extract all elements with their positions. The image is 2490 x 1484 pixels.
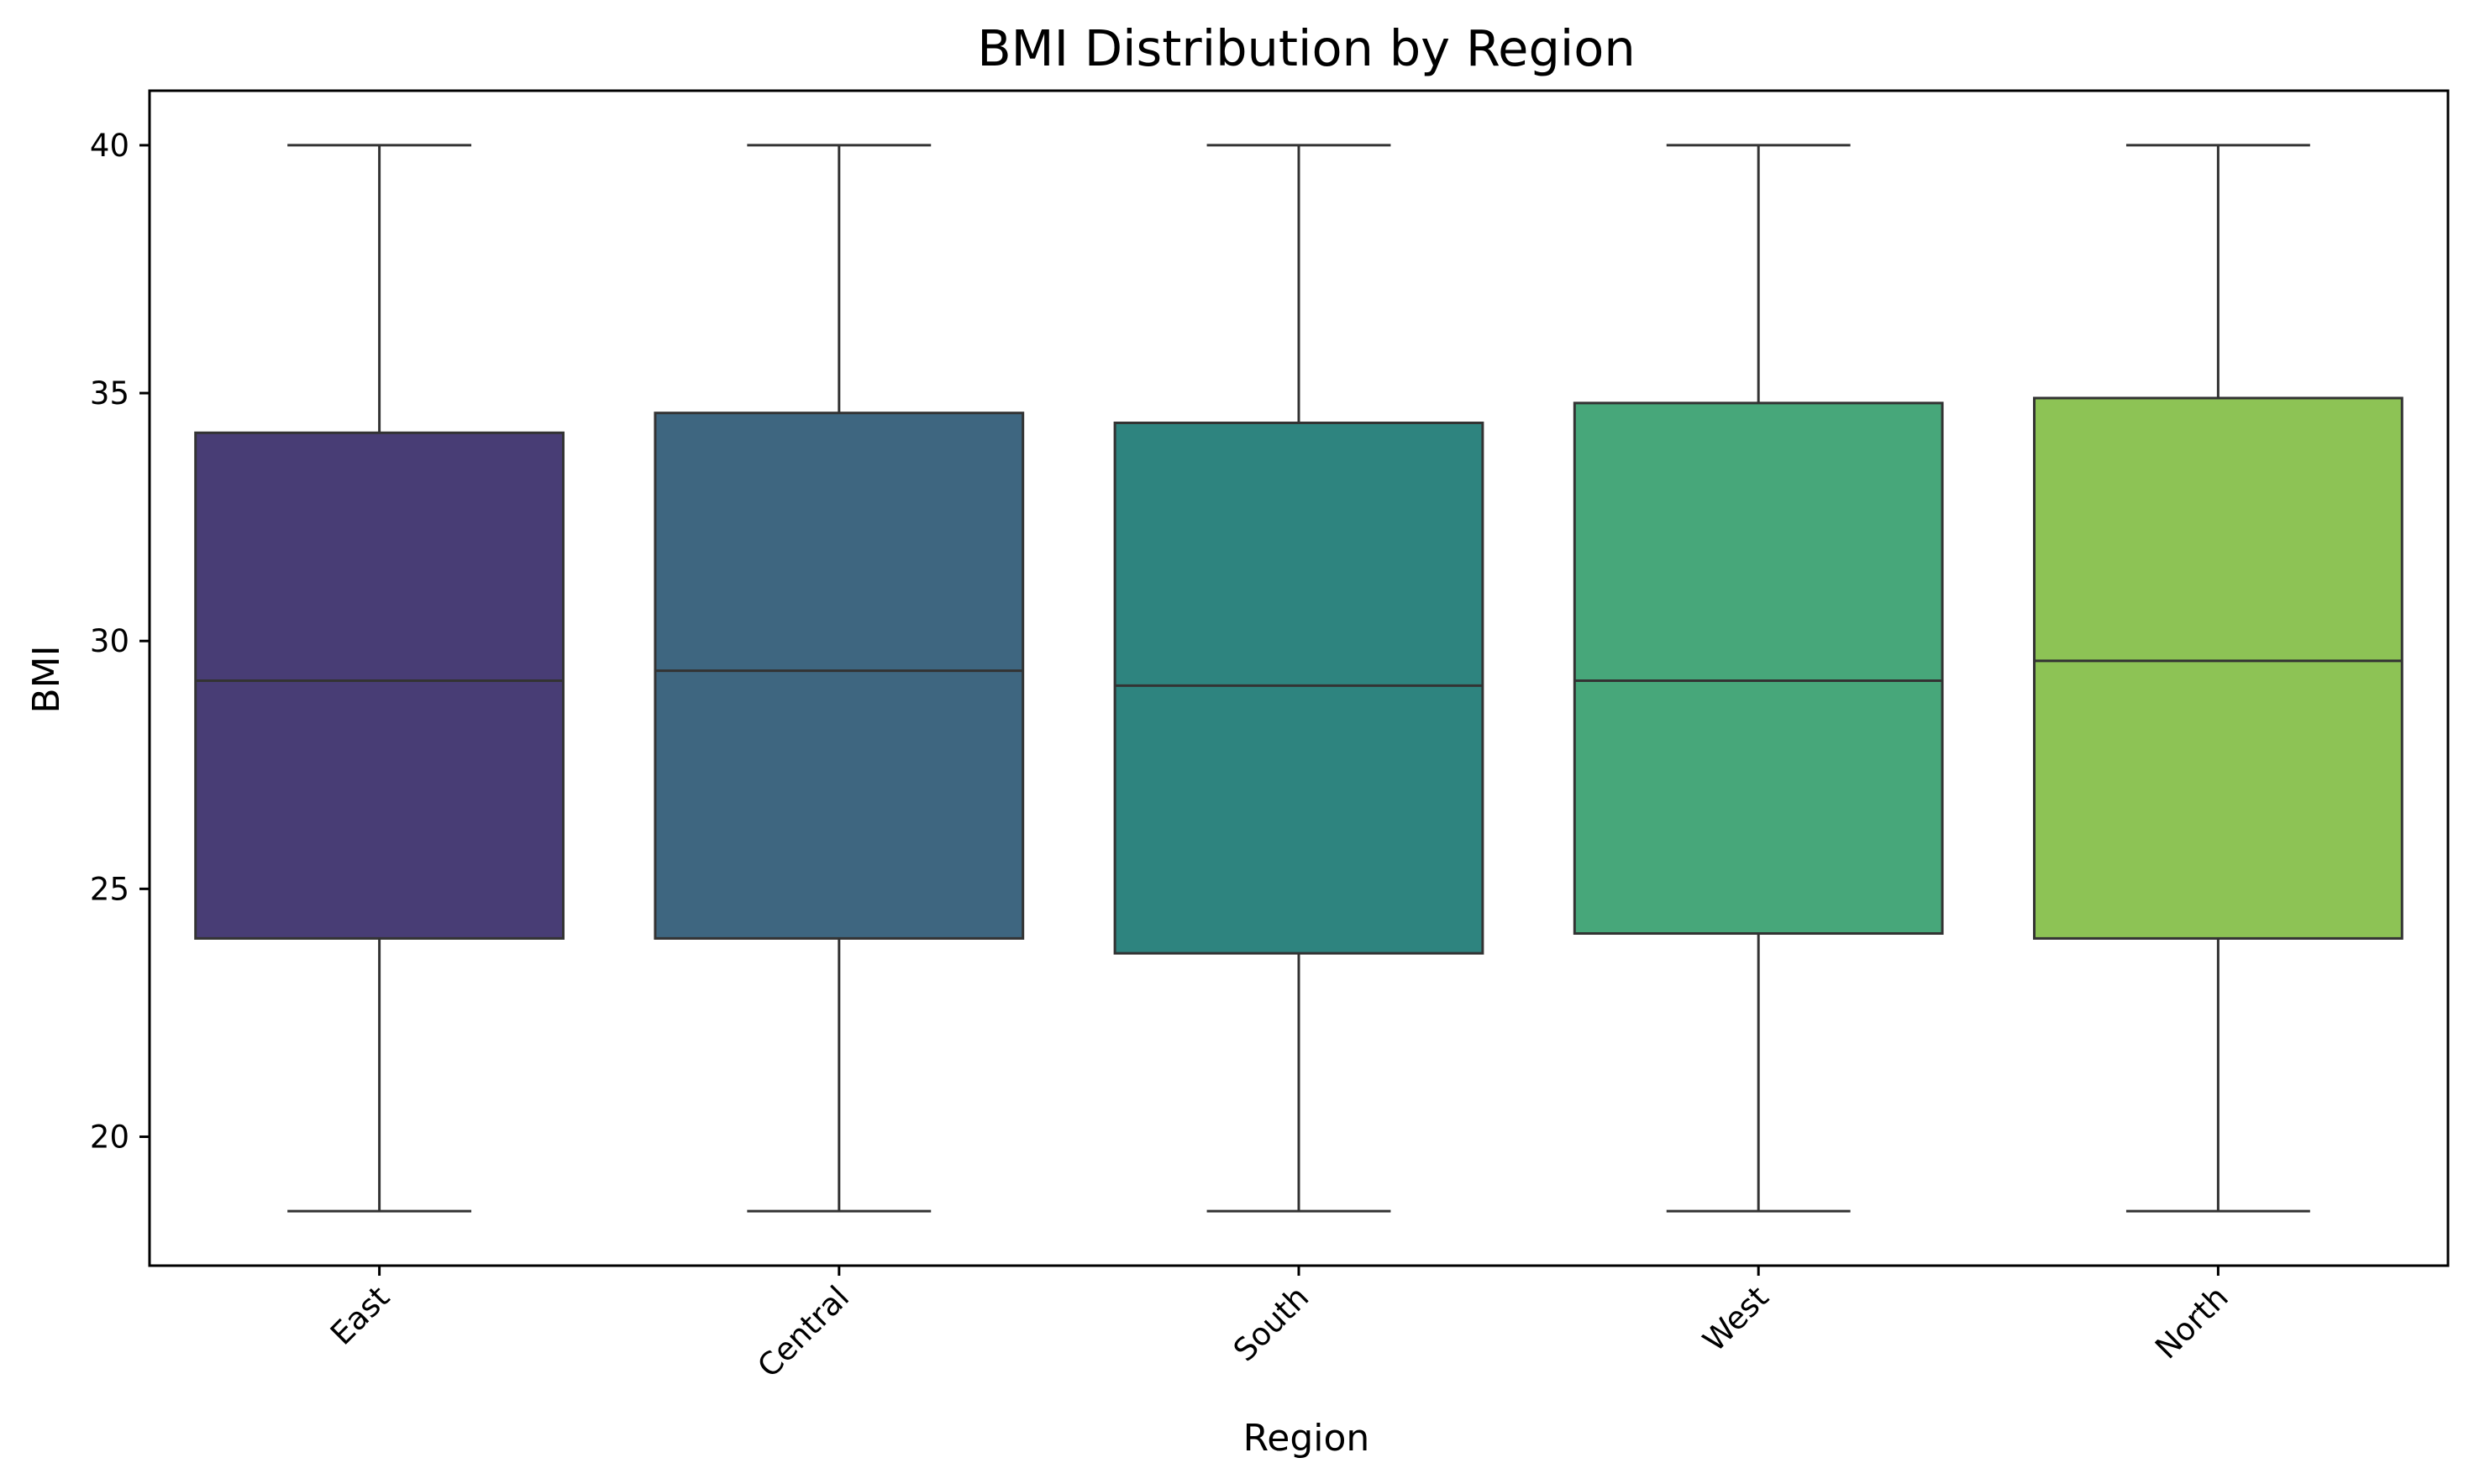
x-axis: East Central South West North — [323, 1266, 2235, 1385]
y-tick-label: 30 — [90, 623, 129, 659]
x-tick-label: North — [2148, 1279, 2235, 1366]
y-axis: 20 25 30 35 40 — [90, 128, 150, 1156]
x-tick-label: East — [323, 1279, 397, 1352]
x-tick-label: West — [1696, 1279, 1776, 1359]
box-north — [2033, 144, 2403, 1213]
y-tick-label: 35 — [90, 375, 129, 412]
plot-area — [194, 144, 2403, 1213]
box-east — [194, 144, 565, 1213]
iqr-box — [194, 431, 565, 940]
iqr-box — [654, 412, 1025, 940]
box-central — [654, 144, 1025, 1213]
iqr-box — [2033, 396, 2403, 940]
y-axis-label: BMI — [25, 645, 68, 713]
y-tick-label: 40 — [90, 128, 129, 164]
x-axis-label: Region — [1243, 1417, 1370, 1460]
box-west — [1573, 144, 1944, 1213]
iqr-box — [1573, 401, 1944, 936]
box-south — [1113, 144, 1484, 1213]
iqr-box — [1113, 421, 1484, 955]
y-tick-label: 25 — [90, 871, 129, 907]
chart-title: BMI Distribution by Region — [977, 19, 1636, 77]
y-tick-label: 20 — [90, 1120, 129, 1156]
x-tick-label: Central — [750, 1279, 856, 1385]
x-tick-label: South — [1227, 1279, 1316, 1368]
